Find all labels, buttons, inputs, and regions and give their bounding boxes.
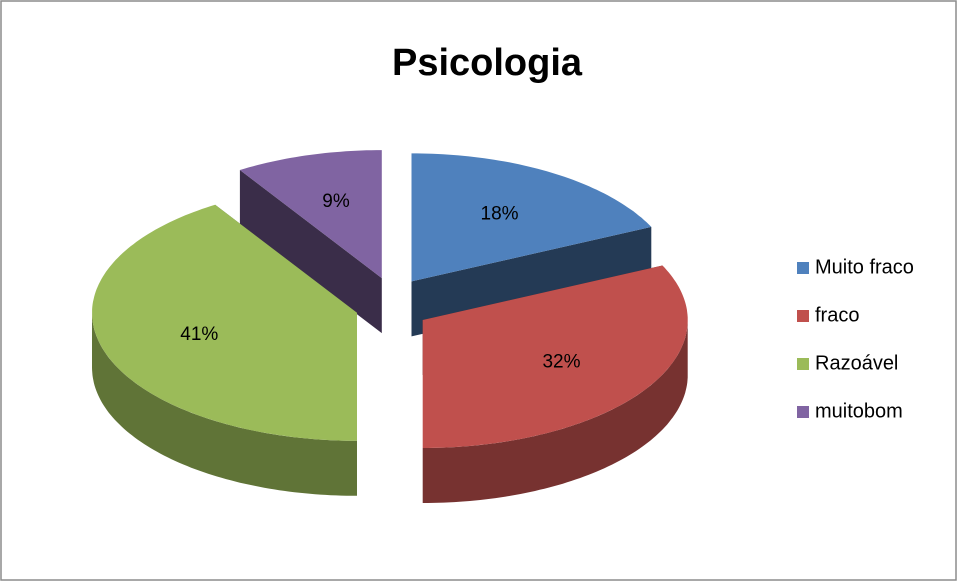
legend-swatch xyxy=(797,358,809,370)
legend-swatch xyxy=(797,310,809,322)
chart-title: Psicologia xyxy=(392,42,583,84)
data-label: 41% xyxy=(180,324,218,345)
data-label: 18% xyxy=(481,203,519,224)
legend-label: Razoável xyxy=(815,352,898,374)
data-label: 9% xyxy=(322,191,350,212)
legend-swatch xyxy=(797,406,809,418)
pie-slice xyxy=(411,153,652,282)
pie-rim xyxy=(422,320,688,503)
legend-label: Muito fraco xyxy=(815,256,914,278)
legend-swatch xyxy=(797,262,809,274)
legend-label: fraco xyxy=(815,304,859,326)
legend-label: muitobom xyxy=(815,400,903,422)
pie-slice xyxy=(239,150,382,279)
pie-slice xyxy=(92,204,357,441)
pie-side xyxy=(239,170,382,334)
data-label: 32% xyxy=(542,352,580,373)
pie-slice xyxy=(422,265,688,448)
pie-rim xyxy=(92,312,357,496)
